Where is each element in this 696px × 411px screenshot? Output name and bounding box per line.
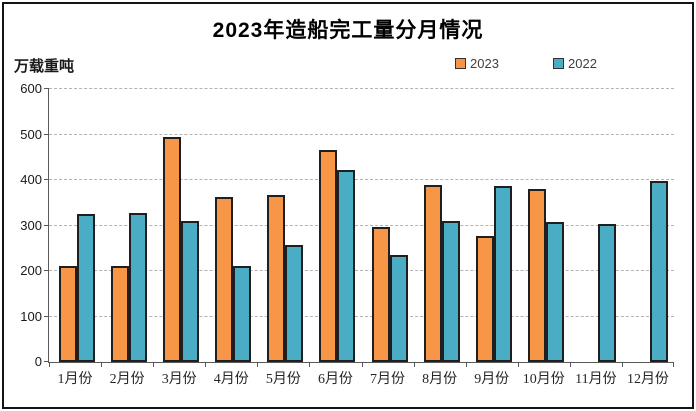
legend-swatch-2022 [553,58,564,69]
bar-2023-1月份 [59,266,78,362]
gridline-600 [49,88,674,89]
bar-2022-4月份 [233,266,252,362]
y-axis-label-200: 200 [20,263,42,278]
y-tick-600 [44,88,49,89]
bar-2022-9月份 [493,186,512,362]
x-axis-label-7月份: 7月份 [370,372,406,387]
gridline-500 [49,133,674,135]
x-tick-1 [101,362,103,367]
x-tick-9 [517,362,519,367]
y-tick-400 [44,179,49,180]
x-axis-label-1月份: 1月份 [57,372,93,387]
legend-swatch-2023 [455,58,466,69]
x-tick-8 [465,362,467,367]
y-tick-100 [44,315,49,317]
x-axis-label-12月份: 12月份 [626,372,669,387]
plot-area: 1月份 2月份 3月份 4月份 5月份 6月份 7月份 8月份 9月份 10月份 11月份 12月份 [44,88,674,387]
gridline-300 [49,224,674,226]
chart-title: 2023年造船完工量分月情况 [212,19,484,42]
x-tick-3 [205,362,207,367]
legend-item-2023: 2023 [455,56,499,71]
bar-2022-1月份 [77,213,96,362]
gridline-200 [49,270,674,271]
y-axis-label-300: 300 [20,217,42,233]
bar-2023-10月份 [527,188,546,362]
bar-2023-4月份 [215,196,234,362]
y-axis-label-100: 100 [20,308,42,324]
x-axis-label-9月份: 9月份 [474,372,510,387]
x-tick-5 [309,362,311,367]
bar-2023-9月份 [475,236,494,362]
bar-2022-11月份 [597,224,616,362]
x-tick-4 [257,362,259,367]
bar-2023-5月份 [267,195,286,362]
bar-2023-3月份 [163,136,182,362]
x-axis-label-3月份: 3月份 [161,372,197,387]
y-tick-300 [44,224,49,226]
gridline-400 [49,179,674,180]
x-axis-label-4月份: 4月份 [213,372,249,387]
bar-2023-2月份 [111,265,130,362]
legend-item-2022: 2022 [553,56,597,71]
x-tick-12 [673,362,674,367]
bar-2022-2月份 [129,212,148,362]
y-tick-200 [44,270,49,271]
x-axis-label-8月份: 8月份 [422,372,458,387]
bar-2022-3月份 [181,221,200,362]
y-axis-label-0: 0 [34,354,42,369]
bar-2022-6月份 [337,170,356,362]
x-axis-label-11月份: 11月份 [575,372,617,387]
x-tick-6 [361,362,363,367]
x-axis-label-10月份: 10月份 [522,372,565,387]
bar-2023-6月份 [319,150,338,362]
y-axis-unit-label: 万载重吨 [14,59,75,75]
y-axis-label-500: 500 [20,126,42,142]
bar-2023-8月份 [423,185,442,362]
x-tick-0 [49,362,50,367]
bar-2022-12月份 [649,181,668,362]
x-tick-2 [153,362,155,367]
y-tick-500 [44,133,49,135]
y-axis-label-600: 600 [20,81,42,96]
x-tick-7 [413,362,415,367]
x-axis-label-6月份: 6月份 [317,372,353,387]
bar-2022-10月份 [545,221,564,362]
bar-2023-7月份 [371,227,390,362]
bar-2022-7月份 [389,255,408,362]
legend-label-2022: 2022 [568,56,597,71]
legend-label-2023: 2023 [470,56,499,71]
y-axis-label-400: 400 [20,172,42,187]
gridline-100 [49,315,674,317]
x-tick-10 [569,362,571,367]
x-axis-label-5月份: 5月份 [265,372,301,387]
y-tick-0 [44,361,49,362]
x-axis-label-2月份: 2月份 [109,372,145,387]
x-tick-11 [621,362,623,367]
bar-2022-8月份 [441,220,460,362]
bar-2022-5月份 [285,245,304,362]
